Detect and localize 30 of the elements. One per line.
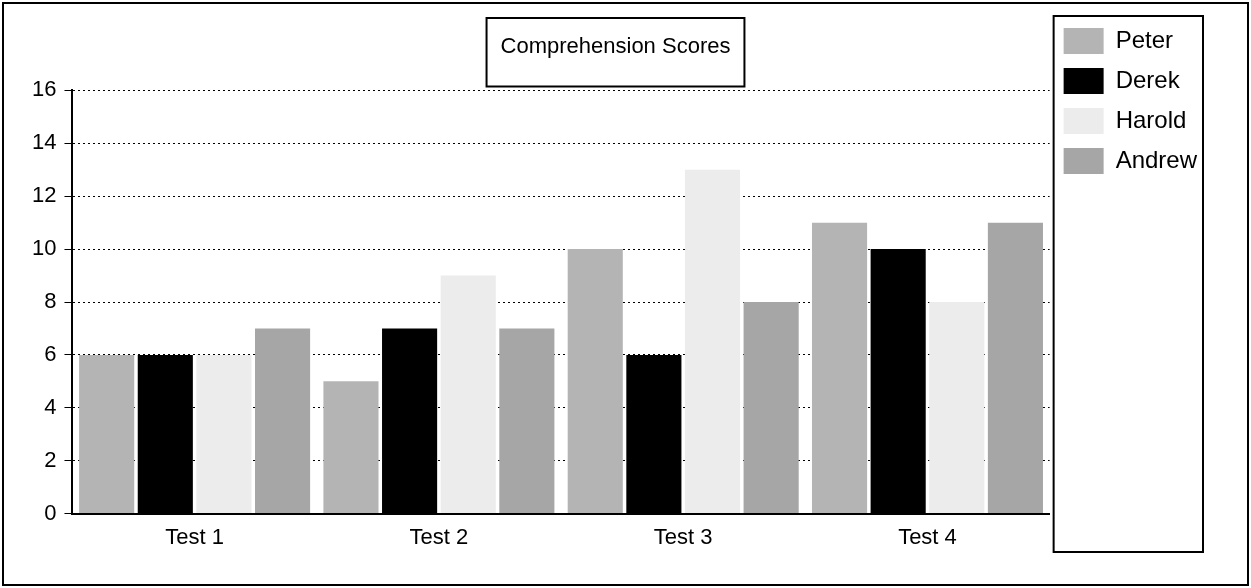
x-tick-label: Test 1 (165, 523, 224, 549)
bar (811, 222, 868, 514)
bar (743, 302, 799, 514)
legend-label: Harold (1115, 105, 1187, 133)
y-tick-label: 0 (44, 499, 57, 525)
legend-label: Andrew (1115, 145, 1198, 173)
bar (567, 249, 623, 514)
x-tick-label: Test 2 (409, 523, 469, 549)
bar (929, 302, 985, 514)
y-tick-label: 12 (31, 182, 57, 208)
bar (440, 275, 496, 514)
y-tick-label: 4 (44, 393, 57, 419)
y-tick-label: 16 (31, 76, 57, 102)
x-tick-label: Test 3 (653, 523, 713, 549)
y-tick-label: 14 (31, 129, 57, 155)
y-tick-label: 10 (31, 235, 57, 261)
bar (987, 222, 1043, 514)
legend-label: Derek (1115, 65, 1181, 93)
bar (255, 328, 311, 514)
y-tick-label: 6 (44, 340, 57, 366)
bar (196, 354, 252, 514)
chart-title: Comprehension Scores (500, 33, 731, 59)
y-tick-label: 2 (44, 446, 57, 472)
bar (79, 354, 135, 514)
bar (499, 328, 555, 514)
y-tick-label: 8 (44, 288, 57, 314)
x-tick-label: Test 4 (898, 523, 957, 549)
bar (323, 381, 379, 514)
bar (684, 169, 741, 514)
legend-label: Peter (1115, 25, 1173, 53)
